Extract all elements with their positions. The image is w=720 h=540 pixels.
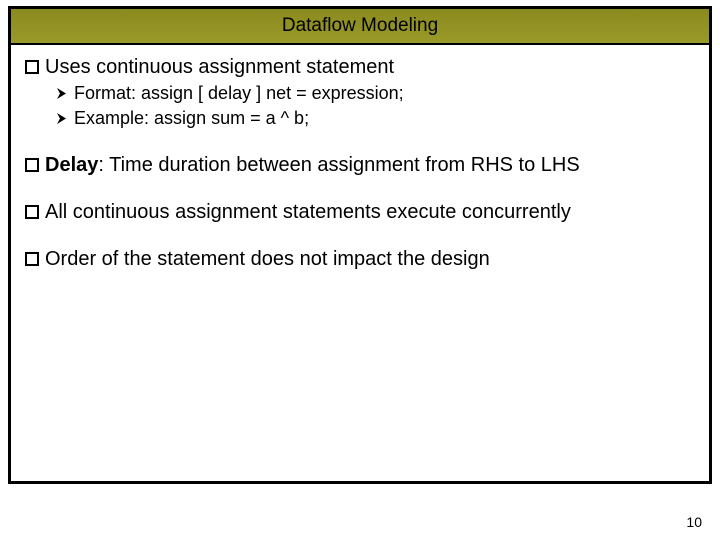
square-bullet-icon	[25, 205, 39, 224]
title-bar: Dataflow Modeling	[11, 9, 709, 45]
bullet-text: Example: assign sum = a ^ b;	[74, 107, 309, 130]
bullet-text: All continuous assignment statements exe…	[45, 200, 571, 225]
bullet-text: Uses continuous assignment statement	[45, 55, 394, 80]
bullet-text: Format: assign [ delay ] net = expressio…	[74, 82, 404, 105]
square-bullet-icon	[25, 60, 39, 79]
slide-frame: Dataflow Modeling Uses continuous assign…	[8, 6, 712, 484]
slide-content: Uses continuous assignment statement For…	[11, 45, 709, 284]
square-bullet-icon	[25, 158, 39, 177]
label-rest: assign sum = a ^ b;	[154, 108, 309, 128]
label-prefix: Example:	[74, 108, 154, 128]
bullet-level2: Example: assign sum = a ^ b;	[55, 107, 695, 130]
bullet-level2: Format: assign [ delay ] net = expressio…	[55, 82, 695, 105]
label-rest: : Time duration between assignment from …	[98, 154, 579, 176]
bullet-level1: Order of the statement does not impact t…	[25, 247, 695, 272]
bullet-level1: All continuous assignment statements exe…	[25, 200, 695, 225]
bullet-text: Delay: Time duration between assignment …	[45, 153, 580, 178]
label-rest: assign [ delay ] net = expression;	[141, 83, 404, 103]
bullet-text: Order of the statement does not impact t…	[45, 247, 490, 272]
slide-title: Dataflow Modeling	[282, 15, 438, 37]
bullet-level1: Delay: Time duration between assignment …	[25, 153, 695, 178]
arrow-bullet-icon	[55, 112, 68, 130]
page-number: 10	[686, 514, 702, 530]
label-prefix: Format:	[74, 83, 141, 103]
bullet-level1: Uses continuous assignment statement	[25, 55, 695, 80]
arrow-bullet-icon	[55, 87, 68, 105]
square-bullet-icon	[25, 252, 39, 271]
bold-term: Delay	[45, 154, 98, 176]
